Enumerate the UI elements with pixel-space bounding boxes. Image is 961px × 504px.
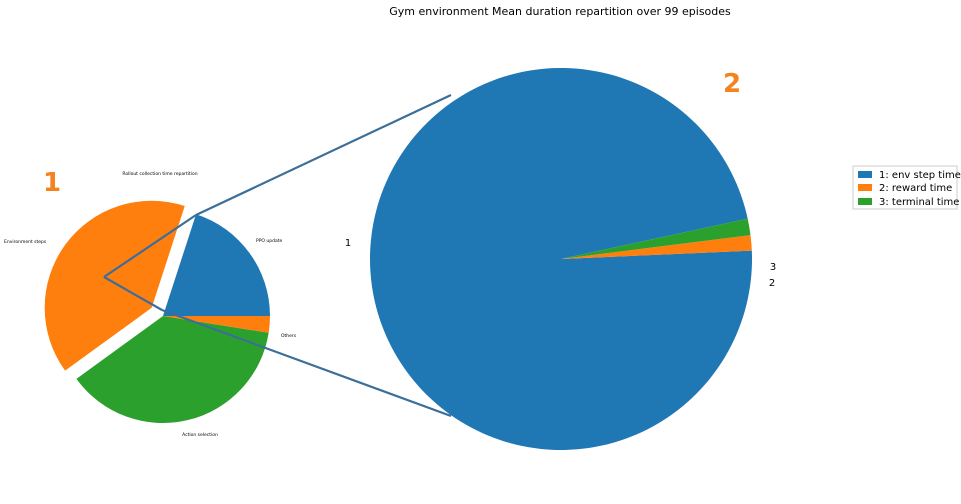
connector-line-1 <box>103 214 197 278</box>
legend-swatch-1 <box>858 171 872 178</box>
legend: 1: env step time 2: reward time 3: termi… <box>852 165 961 210</box>
small-pie-label-action-selection: Action selection <box>182 432 218 438</box>
big-pie-label-1: 1 <box>345 238 351 249</box>
small-pie-slice-ppo-update <box>163 214 270 316</box>
small-pie: PPO update Environment steps Action select… <box>4 200 297 438</box>
big-pie-slice-3 <box>561 218 751 259</box>
badge-1: 1 <box>43 168 61 198</box>
small-pie-label-ppo-update: PPO update <box>256 238 282 244</box>
legend-entry-2: 2: reward time <box>879 183 952 194</box>
small-pie-title: Rollout collection time repartition <box>122 171 197 177</box>
big-pie-slice-2 <box>561 235 752 259</box>
small-pie-label-others: Others <box>281 333 297 339</box>
zoom-connectors <box>103 94 452 418</box>
small-pie-label-environment-steps: Environment steps <box>4 239 47 245</box>
small-pie-slice-environment-steps <box>44 200 185 371</box>
figure-title: Gym environment Mean duration repartitio… <box>389 5 731 18</box>
connector-line-2 <box>195 94 452 216</box>
big-pie-label-3: 3 <box>770 262 776 273</box>
legend-swatch-2 <box>858 184 872 191</box>
big-pie-label-2: 2 <box>769 278 775 289</box>
small-pie-slice-action-selection <box>76 316 269 423</box>
legend-entry-3: 3: terminal time <box>879 197 959 208</box>
badge-2: 2 <box>723 69 741 99</box>
legend-entry-1: 1: env step time <box>879 170 961 181</box>
legend-swatch-3 <box>858 198 872 205</box>
connector-line-4 <box>161 308 452 418</box>
connector-line-3 <box>103 276 163 311</box>
big-pie: 1 2 3 <box>345 68 776 451</box>
